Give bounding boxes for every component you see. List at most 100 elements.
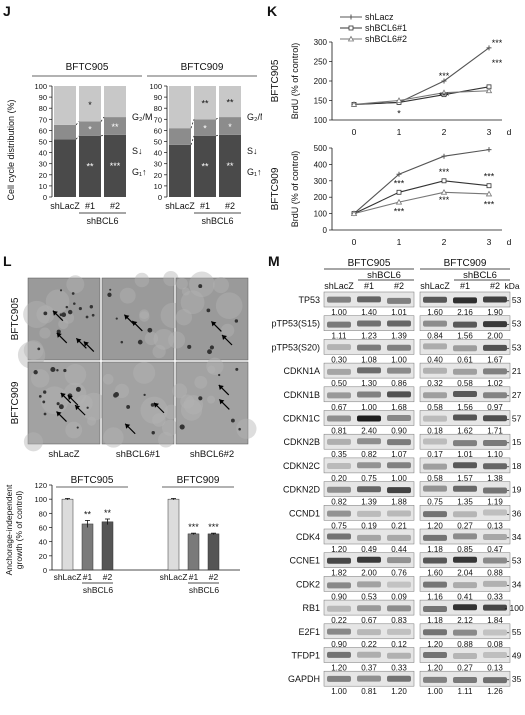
y-axis-label: Anchorage-independent [4, 484, 14, 575]
colony-dot [179, 424, 185, 430]
colony-dot [114, 391, 119, 397]
protein-band [387, 605, 411, 612]
y-tick-label: 70 [39, 115, 47, 124]
x-tick-label: #1 [200, 201, 210, 211]
chart-title: BFTC909 [270, 167, 281, 210]
data-point [440, 188, 448, 195]
protein-band [453, 582, 477, 589]
bar-segment [79, 135, 101, 197]
protein-band [387, 652, 411, 659]
band-quantification: 1.20 [331, 664, 347, 673]
micrograph-texture [87, 416, 97, 426]
protein-band [483, 580, 507, 587]
band-quantification: 1.11 [332, 332, 348, 341]
y-tick-label: 50 [39, 138, 47, 147]
micrograph-texture [220, 323, 235, 338]
phase-label-g2m: G₂/M [247, 112, 262, 122]
band-quantification: 1.11 [458, 687, 474, 696]
colony-dot [151, 430, 155, 435]
data-point [395, 198, 403, 205]
arrow-head [219, 399, 225, 405]
kda-marker: - 35 [507, 674, 522, 684]
protein-band [357, 629, 381, 636]
phase-label-s: S↓ [247, 146, 258, 156]
colony-dot [59, 313, 63, 317]
arrow-head [56, 332, 62, 338]
band-quantification: 0.81 [361, 687, 377, 696]
protein-band [387, 320, 411, 327]
data-point [485, 87, 493, 94]
colony-dot [63, 368, 67, 373]
dashed-connector [100, 134, 105, 137]
colony-dot [33, 370, 38, 375]
colony-dot [206, 308, 211, 313]
x-tick-label: 0 [352, 237, 357, 247]
protein-band [453, 440, 477, 447]
micrograph-texture [180, 290, 205, 315]
band-quantification: 1.38 [487, 474, 503, 483]
significance-star: *** [484, 200, 495, 210]
y-tick-label: 90 [154, 93, 162, 102]
micrograph-texture [39, 327, 51, 339]
data-point [485, 190, 493, 197]
dashed-connector [100, 116, 105, 122]
chart-title: BFTC905 [66, 62, 109, 73]
x-tick-label: #1 [85, 201, 95, 211]
panel-m: M BFTC905 shBCL6 shLacZ #1 #2 BFTC909 shBCL6 shL… [262, 250, 525, 710]
bar-segment [194, 86, 216, 120]
significance-star: *** [439, 91, 450, 101]
protein-band [357, 296, 381, 303]
protein-band [387, 557, 411, 564]
kda-marker: - 49 [507, 651, 522, 661]
kda-marker: - 53 [507, 295, 522, 305]
x-tick-label: 2 [442, 237, 447, 247]
band-quantification: 0.75 [361, 474, 377, 483]
protein-band [423, 557, 447, 564]
band-quantification: 0.82 [331, 498, 347, 507]
phase-label-g2m: G₂/M [132, 112, 153, 122]
protein-band [387, 487, 411, 494]
protein-band [357, 415, 381, 422]
x-tick-label: 1 [397, 127, 402, 137]
y-tick-label: 10 [39, 182, 47, 191]
kda-marker: - 55 [507, 627, 522, 637]
band-quantification: 1.10 [487, 450, 503, 459]
y-axis-label: Cell cycle distribution (%) [6, 99, 16, 200]
series-line [353, 180, 490, 215]
band-quantification: 0.30 [331, 355, 347, 364]
band-quantification: 1.67 [487, 355, 503, 364]
colony-dot [75, 386, 81, 392]
bar-segment [104, 86, 126, 118]
protein-band [453, 297, 477, 304]
y-tick-label: 20 [154, 171, 162, 180]
micrograph-texture [180, 399, 203, 421]
micrograph-texture [175, 309, 192, 326]
significance-star: *** [492, 38, 503, 48]
protein-label: CCND1 [289, 508, 320, 518]
micrograph-texture [139, 309, 150, 320]
band-quantification: 1.00 [427, 687, 443, 696]
cell-cycle-chart: J Cell cycle distribution (%) BFTC905 0 10 20… [3, 3, 268, 226]
band-quantification: 0.32 [427, 379, 443, 388]
protein-band [483, 463, 507, 470]
micrograph-image [101, 361, 175, 445]
phase-label-g1: G₁↑ [132, 167, 147, 177]
colony-dot [230, 418, 235, 423]
protein-band [483, 392, 507, 399]
y-tick-label: 40 [39, 538, 47, 547]
protein-band [327, 438, 351, 445]
protein-band [423, 438, 447, 445]
micrograph-texture [207, 395, 216, 404]
kda-marker: - 34 [507, 579, 522, 589]
bar [81, 523, 94, 571]
bar-segment [79, 86, 101, 122]
protein-band [327, 392, 351, 399]
series-line [353, 86, 490, 105]
significance-star: *** [439, 71, 450, 81]
series-line [353, 149, 490, 215]
colony-dot [37, 347, 41, 351]
band-quantification: 0.86 [391, 379, 407, 388]
colony-dot [234, 319, 239, 323]
bar [61, 498, 74, 571]
protein-band [357, 367, 381, 374]
